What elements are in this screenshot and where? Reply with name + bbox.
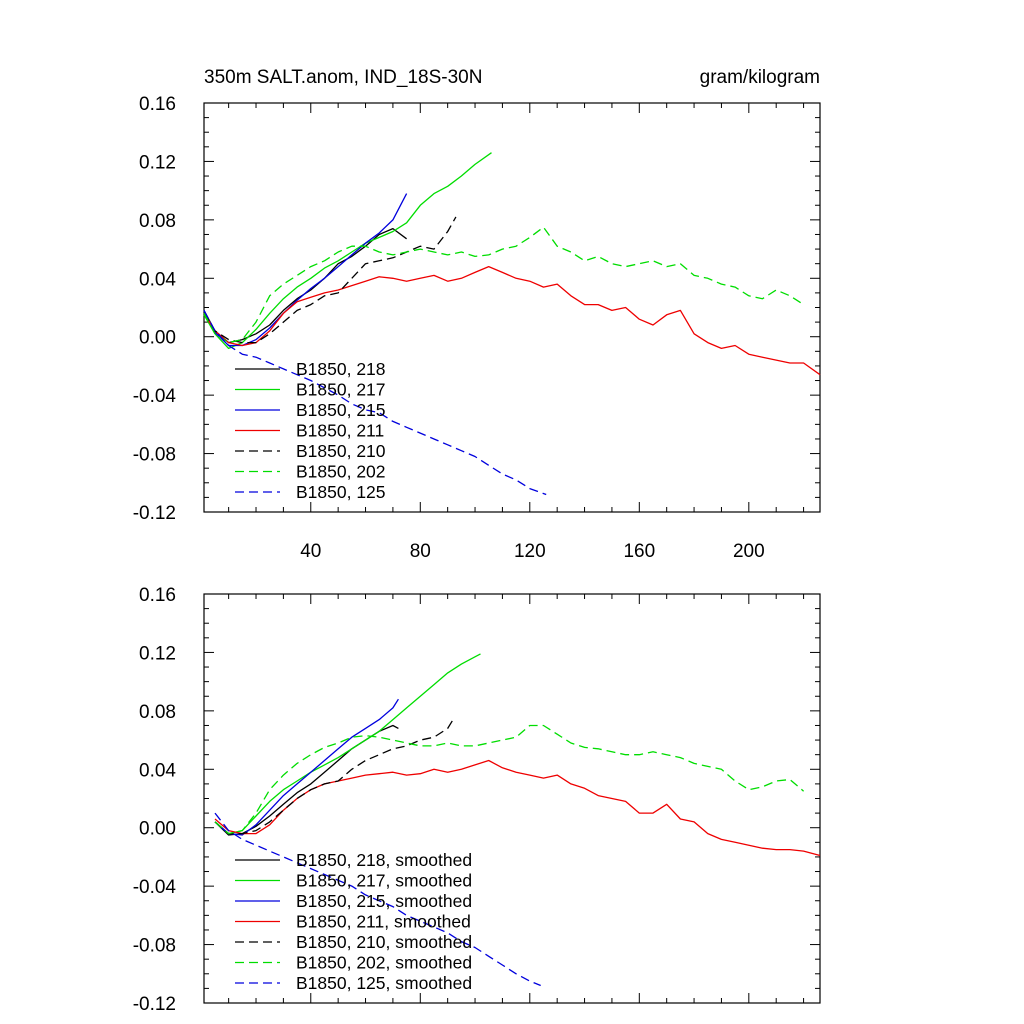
y-tick-label: -0.04 <box>133 386 177 407</box>
y-tick-label: -0.04 <box>133 877 177 898</box>
series-line <box>214 812 541 987</box>
y-tick-label: -0.12 <box>133 994 176 1015</box>
y-tick-label: 0.08 <box>139 211 176 232</box>
x-tick-label: 160 <box>623 541 655 562</box>
legend-label: B1850, 211 <box>296 421 384 441</box>
series-line <box>203 152 492 350</box>
legend-label: B1850, 215, smoothed <box>296 891 472 911</box>
top-plot: 350m SALT.anom, IND_18S-30N gram/kilogra… <box>133 67 821 562</box>
series-line <box>214 698 399 836</box>
legend-label: B1850, 218 <box>296 359 386 379</box>
legend-label: B1850, 218, smoothed <box>296 850 472 870</box>
legend-label: B1850, 202 <box>296 462 386 482</box>
series-line <box>214 724 399 836</box>
y-tick-label: 0.12 <box>139 643 176 664</box>
legend-label: B1850, 210 <box>296 441 386 461</box>
legend-label: B1850, 125 <box>296 482 386 502</box>
y-tick-label: -0.08 <box>133 936 176 957</box>
series-line <box>203 310 547 496</box>
series-line <box>203 227 407 344</box>
y-tick-label: -0.08 <box>133 445 176 466</box>
x-tick-label: 200 <box>733 541 765 562</box>
legend-label: B1850, 217, smoothed <box>296 871 472 891</box>
plot-title: 350m SALT.anom, IND_18S-30N <box>204 67 482 88</box>
series-line <box>203 226 804 344</box>
y-tick-label: 0.00 <box>139 328 176 349</box>
legend-label: B1850, 202, smoothed <box>296 953 472 973</box>
legend-label: B1850, 210, smoothed <box>296 932 472 952</box>
plot-units: gram/kilogram <box>700 67 820 88</box>
series-line <box>214 724 805 835</box>
legend-label: B1850, 211, smoothed <box>296 912 471 932</box>
x-tick-label: 120 <box>514 541 546 562</box>
legend-label: B1850, 125, smoothed <box>296 973 472 993</box>
y-tick-label: 0.16 <box>139 585 176 606</box>
y-tick-label: 0.00 <box>139 819 176 840</box>
bottom-plot: 0.16 0.12 0.08 0.04 0.00 -0.04 -0.08 -0.12 B1850… <box>133 585 821 1015</box>
legend-label: B1850, 217 <box>296 380 386 400</box>
y-tick-label: 0.04 <box>139 760 176 781</box>
legend-label: B1850, 215 <box>296 400 386 420</box>
series-line <box>214 653 481 835</box>
y-tick-label: 0.04 <box>139 269 176 290</box>
series-line <box>203 265 821 376</box>
x-tick-label: 80 <box>410 541 431 562</box>
y-tick-label: 0.08 <box>139 702 176 723</box>
series-line <box>214 719 454 835</box>
y-tick-label: 0.16 <box>139 94 176 115</box>
y-tick-label: -0.12 <box>133 503 176 524</box>
x-tick-label: 40 <box>300 541 321 562</box>
series-line <box>203 216 457 344</box>
series-line <box>203 193 408 347</box>
y-tick-label: 0.12 <box>139 152 176 173</box>
